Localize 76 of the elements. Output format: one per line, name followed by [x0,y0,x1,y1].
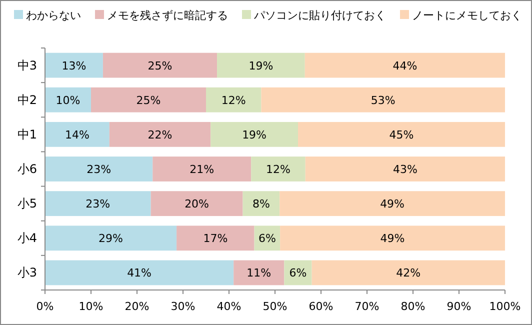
data-label: 41% [127,266,152,280]
x-tick-label: 100% [489,300,521,313]
data-label: 45% [389,128,414,142]
data-label: 21% [190,163,214,176]
y-tick-label: 小4 [17,231,37,246]
data-label: 22% [148,128,172,142]
bar [45,226,177,251]
data-label: 13% [62,59,86,72]
data-label: 10% [56,94,80,107]
data-label: 19% [242,128,267,142]
data-label: 19% [248,59,274,72]
bar [234,260,284,286]
x-tick-label: 40% [216,300,242,313]
bar [280,191,505,216]
bar [109,122,211,147]
data-label: 43% [392,163,418,176]
bar [91,87,206,112]
data-label: 25% [148,59,172,72]
bar [210,122,298,147]
y-tick-label: 小3 [17,266,37,280]
x-tick-label: 20% [124,300,150,313]
bar [217,52,305,78]
bar [298,122,505,147]
y-tick-label: 中1 [17,127,37,142]
bar [261,87,505,112]
x-tick-label: 60% [308,300,334,313]
data-label: 44% [392,59,418,72]
bar [45,87,91,112]
x-tick-label: 30% [170,300,196,313]
legend-label: ノートにメモしておく [412,9,522,22]
bar [312,260,505,286]
x-tick-label: 50% [262,300,288,313]
bar [176,226,254,251]
bar [251,156,306,182]
data-label: 23% [86,198,110,211]
data-label: 12% [221,94,246,107]
data-label: 29% [98,232,124,246]
bar [45,191,151,216]
bar [304,52,505,78]
x-tick-label: 80% [400,300,426,313]
data-label: 49% [380,232,405,246]
x-tick-label: 70% [354,300,380,313]
y-tick-label: 中3 [17,58,37,72]
bar [45,122,110,147]
bar [45,52,103,78]
x-tick-label: 90% [446,300,472,313]
data-label: 23% [86,163,112,176]
legend-label: メモを残さずに暗記する [107,9,228,22]
data-label: 11% [246,266,272,280]
bar [102,52,218,78]
x-tick-label: 10% [78,300,104,313]
y-tick-label: 中2 [17,92,37,107]
y-tick-label: 小6 [17,162,37,176]
y-tick-label: 小5 [17,196,37,211]
data-label: 14% [64,128,90,142]
x-tick-label: 0% [36,300,54,313]
data-label: 53% [370,94,396,107]
bar [242,191,280,216]
data-label: 20% [184,198,210,211]
data-label: 49% [380,198,405,211]
data-label: 8% [252,198,270,211]
data-label: 42% [396,266,421,280]
bar [45,260,234,286]
data-label: 17% [203,232,228,246]
bar [206,87,262,112]
legend-label: パソコンに貼り付けておく [253,9,386,22]
bar [280,226,505,251]
data-label: 6% [289,266,307,280]
bar [152,156,252,182]
data-label: 12% [266,163,290,176]
bar [45,156,153,182]
data-label: 25% [136,94,161,107]
data-label: 6% [258,232,276,246]
bar [305,156,505,182]
legend-label: わからない [26,9,81,22]
bar [150,191,243,216]
